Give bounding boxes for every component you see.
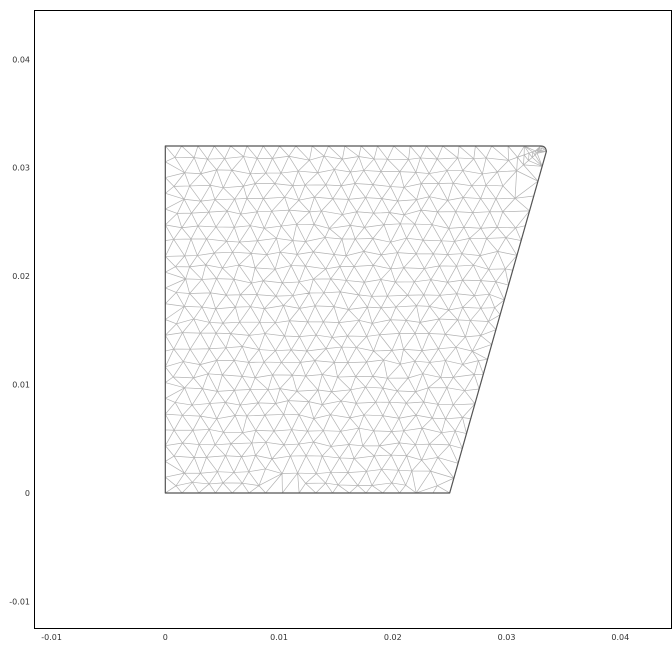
x-tick-label: 0 — [163, 633, 168, 642]
plot-frame — [34, 10, 672, 629]
domain-boundary — [164, 145, 547, 494]
x-tick-label: 0.01 — [270, 633, 288, 642]
y-tick-label: 0 — [25, 489, 30, 498]
y-tick-label: 0.04 — [12, 55, 30, 64]
domain-outline — [164, 145, 547, 494]
y-tick-label: 0.02 — [12, 272, 30, 281]
triangular-mesh — [164, 145, 547, 494]
x-tick-label: 0.03 — [498, 633, 516, 642]
x-tick-label: 0.02 — [384, 633, 402, 642]
mesh-edges — [164, 145, 547, 494]
y-tick-label: 0.01 — [12, 381, 30, 390]
y-tick-label: 0.03 — [12, 164, 30, 173]
x-tick-label: 0.04 — [611, 633, 629, 642]
y-tick-label: -0.01 — [9, 597, 30, 606]
y-axis-ticks: -0.01 0 0.01 0.02 0.03 0.04 — [9, 55, 30, 606]
x-tick-label: -0.01 — [41, 633, 62, 642]
x-axis-ticks: -0.01 0 0.01 0.02 0.03 0.04 — [41, 633, 629, 642]
